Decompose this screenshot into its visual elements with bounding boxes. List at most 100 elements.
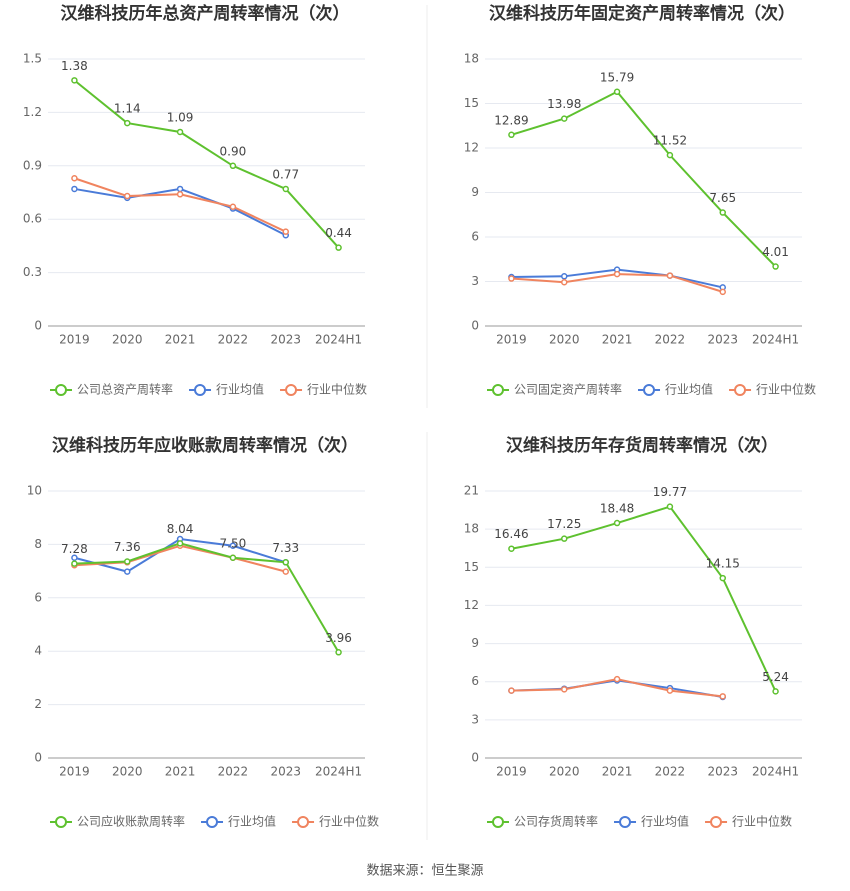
- y-tick-label: 0: [34, 751, 42, 765]
- data-label: 4.01: [762, 245, 789, 259]
- x-tick-label: 2020: [112, 333, 143, 347]
- legend-marker: [492, 384, 504, 396]
- y-tick-label: 9: [471, 636, 479, 650]
- data-label: 7.50: [220, 536, 247, 550]
- legend-label: 行业中位数: [756, 382, 816, 397]
- legend-marker: [734, 384, 747, 396]
- y-tick-label: 15: [464, 560, 479, 574]
- legend-label: 行业中位数: [732, 814, 792, 829]
- legend-item: 行业均值: [614, 814, 689, 829]
- data-point: [335, 244, 342, 251]
- x-tick-label: 2022: [655, 765, 686, 779]
- y-tick-label: 4: [34, 644, 42, 658]
- data-point: [613, 519, 621, 527]
- data-label: 8.04: [167, 522, 194, 536]
- chart-title: 汉维科技历年应收账款周转率情况（次）: [52, 435, 358, 456]
- y-tick-label: 9: [471, 185, 479, 199]
- data-point: [508, 275, 515, 282]
- legend-item: 行业均值: [189, 382, 264, 397]
- data-point: [282, 228, 289, 235]
- data-point: [719, 209, 726, 216]
- data-point: [176, 191, 184, 198]
- x-tick-label: 2020: [549, 765, 580, 779]
- data-point: [561, 686, 568, 693]
- y-tick-label: 6: [34, 590, 42, 604]
- data-label: 14.15: [706, 557, 740, 571]
- data-point: [176, 185, 184, 193]
- legend-item: 公司存货周转率: [487, 814, 598, 829]
- y-tick-label: 0: [34, 319, 42, 333]
- legend-item: 公司固定资产周转率: [487, 382, 622, 397]
- y-tick-label: 3: [471, 274, 479, 288]
- legend-marker: [643, 384, 656, 396]
- data-label: 17.25: [547, 517, 581, 531]
- data-label: 7.33: [272, 541, 299, 555]
- data-point: [613, 270, 621, 278]
- data-point: [719, 574, 726, 582]
- data-label: 3.96: [325, 631, 352, 645]
- data-point: [71, 185, 78, 193]
- legend-label: 行业均值: [665, 382, 713, 397]
- data-label: 7.36: [114, 540, 141, 554]
- legend-label: 行业均值: [216, 382, 264, 397]
- y-tick-label: 0: [471, 319, 479, 333]
- y-tick-label: 1.5: [23, 52, 42, 66]
- data-point: [229, 542, 237, 549]
- legend-item: 行业中位数: [280, 382, 367, 397]
- x-tick-label: 2019: [59, 765, 90, 779]
- x-tick-label: 2023: [707, 333, 738, 347]
- x-tick-label: 2020: [549, 333, 580, 347]
- data-point: [561, 273, 568, 280]
- data-point: [666, 272, 674, 279]
- legend-marker: [710, 816, 723, 828]
- data-label: 16.46: [494, 527, 528, 541]
- x-tick-label: 2024H1: [752, 333, 799, 347]
- data-point: [772, 688, 779, 695]
- source-note: 数据来源：恒生聚源: [366, 864, 483, 879]
- x-tick-label: 2024H1: [315, 765, 362, 779]
- data-label: 13.98: [547, 97, 581, 111]
- legend-label: 公司存货周转率: [514, 814, 598, 829]
- x-tick-label: 2023: [270, 333, 301, 347]
- y-tick-label: 8: [34, 537, 42, 551]
- legend-label: 行业均值: [641, 814, 689, 829]
- x-tick-label: 2023: [270, 765, 301, 779]
- chart-title: 汉维科技历年固定资产周转率情况（次）: [489, 3, 795, 24]
- x-tick-label: 2024H1: [315, 333, 362, 347]
- data-point: [666, 151, 674, 159]
- y-tick-label: 2: [34, 697, 42, 711]
- x-tick-label: 2021: [165, 333, 196, 347]
- x-tick-label: 2020: [112, 765, 143, 779]
- legend-marker: [285, 384, 298, 396]
- x-tick-label: 2021: [602, 765, 633, 779]
- data-point: [561, 535, 568, 542]
- data-label: 11.52: [653, 134, 687, 148]
- y-tick-label: 0.9: [23, 158, 42, 172]
- data-point: [772, 263, 779, 270]
- y-tick-label: 0: [471, 751, 479, 765]
- legend-marker: [619, 816, 632, 828]
- data-point: [229, 203, 237, 210]
- x-tick-label: 2022: [218, 333, 249, 347]
- y-tick-label: 15: [464, 96, 479, 110]
- data-point: [719, 693, 726, 700]
- legend-marker: [206, 816, 219, 828]
- legend-item: 行业中位数: [292, 814, 379, 829]
- data-point: [613, 675, 621, 683]
- legend-label: 行业中位数: [307, 382, 367, 397]
- series-line: [73, 79, 340, 249]
- data-point: [176, 540, 184, 547]
- y-tick-label: 6: [471, 230, 479, 244]
- x-tick-label: 2019: [59, 333, 90, 347]
- data-point: [124, 568, 131, 575]
- data-point: [666, 687, 674, 694]
- y-tick-label: 0.3: [23, 265, 42, 279]
- x-tick-label: 2023: [707, 765, 738, 779]
- series-line: [74, 542, 340, 653]
- data-label: 0.44: [325, 226, 352, 240]
- data-point: [719, 288, 726, 296]
- data-point: [335, 649, 342, 656]
- x-tick-label: 2022: [655, 333, 686, 347]
- data-point: [666, 503, 674, 510]
